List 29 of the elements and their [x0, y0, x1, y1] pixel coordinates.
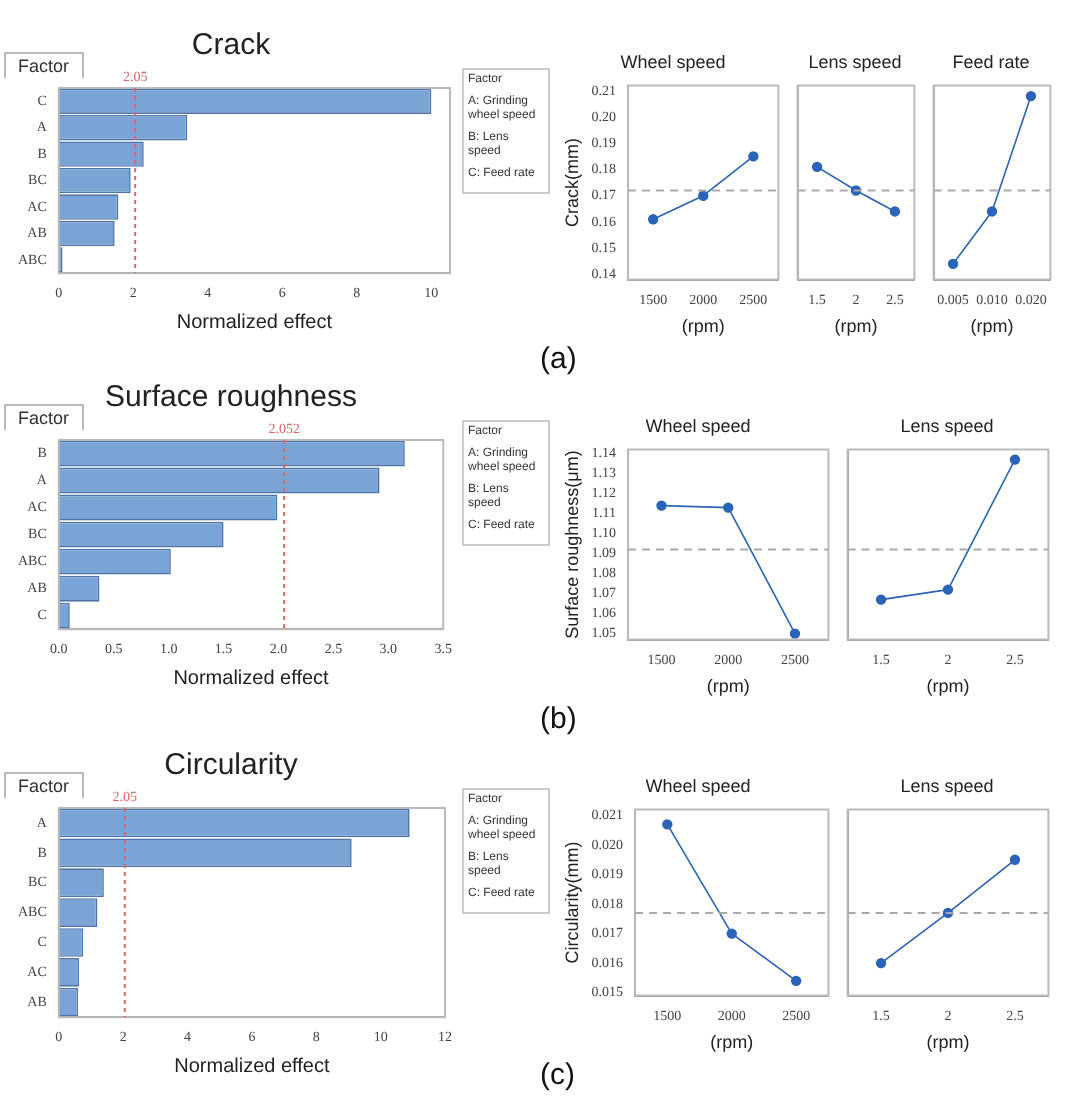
x-axis-title: Normalized effect: [173, 667, 330, 690]
chart-title: Lens speed: [900, 775, 994, 796]
chart-title: Lens speed: [900, 415, 994, 436]
chart-title: Feed rate: [952, 51, 1030, 72]
x-axis-title: (rpm): [926, 1032, 970, 1053]
x-axis-title: (rpm): [834, 316, 878, 337]
x-axis-title: (rpm): [710, 1032, 754, 1053]
chart-title: Surface roughness: [105, 380, 357, 415]
x-axis-title: (rpm): [706, 676, 750, 697]
x-axis-title: Normalized effect: [176, 311, 333, 334]
chart-title: Crack: [191, 28, 272, 63]
chart-title: Wheel speed: [645, 415, 751, 436]
chart-title: Lens speed: [808, 51, 902, 72]
y-axis-title: Factor: [4, 52, 84, 78]
text: (c): [540, 1058, 575, 1092]
chart-title: Circularity: [164, 748, 299, 783]
x-axis-title: (rpm): [926, 676, 970, 697]
text: (b): [540, 702, 577, 736]
y-axis-title: Circularity(mm): [561, 841, 582, 964]
x-axis-title: (rpm): [970, 316, 1014, 337]
text: (a): [540, 342, 577, 376]
y-axis-title: Factor: [4, 772, 84, 798]
y-axis-title: Crack(mm): [561, 138, 582, 228]
chart-title: Wheel speed: [620, 51, 726, 72]
chart-title: Wheel speed: [645, 775, 751, 796]
y-axis-title: Surface roughness(μm): [561, 450, 582, 639]
x-axis-title: Normalized effect: [174, 1055, 330, 1078]
y-axis-title: Factor: [4, 404, 84, 430]
x-axis-title: (rpm): [681, 316, 725, 337]
